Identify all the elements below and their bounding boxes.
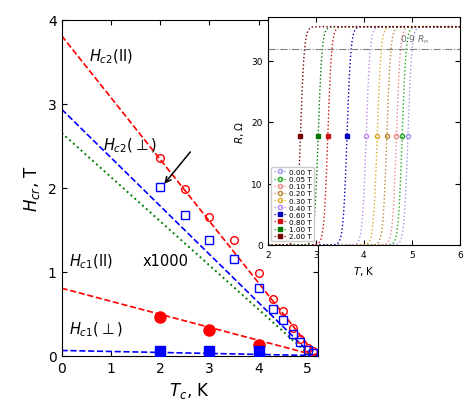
Text: $H_{c2}(\mathrm{II})$: $H_{c2}(\mathrm{II})$ — [89, 47, 133, 65]
X-axis label: $T$, K: $T$, K — [353, 265, 375, 278]
Y-axis label: $H_{cr}$, T: $H_{cr}$, T — [22, 165, 42, 211]
X-axis label: $T_c$, K: $T_c$, K — [169, 380, 210, 400]
Text: $H_{c1}(\mathrm{II})$: $H_{c1}(\mathrm{II})$ — [69, 252, 113, 270]
Text: 0.9 $R_n$: 0.9 $R_n$ — [400, 34, 429, 46]
Text: $H_{c2}(\bot)$: $H_{c2}(\bot)$ — [103, 137, 157, 155]
Legend: 0.00 T, 0.05 T, 0.10 T, 0.20 T, 0.30 T, 0.40 T, 0.60 T, 0.80 T, 1.00 T, 2.00 T: 0.00 T, 0.05 T, 0.10 T, 0.20 T, 0.30 T, … — [272, 167, 314, 242]
Text: x1000: x1000 — [143, 253, 189, 268]
Text: $H_{c1}(\bot)$: $H_{c1}(\bot)$ — [69, 319, 123, 338]
Y-axis label: $R$, $\Omega$: $R$, $\Omega$ — [233, 120, 246, 144]
